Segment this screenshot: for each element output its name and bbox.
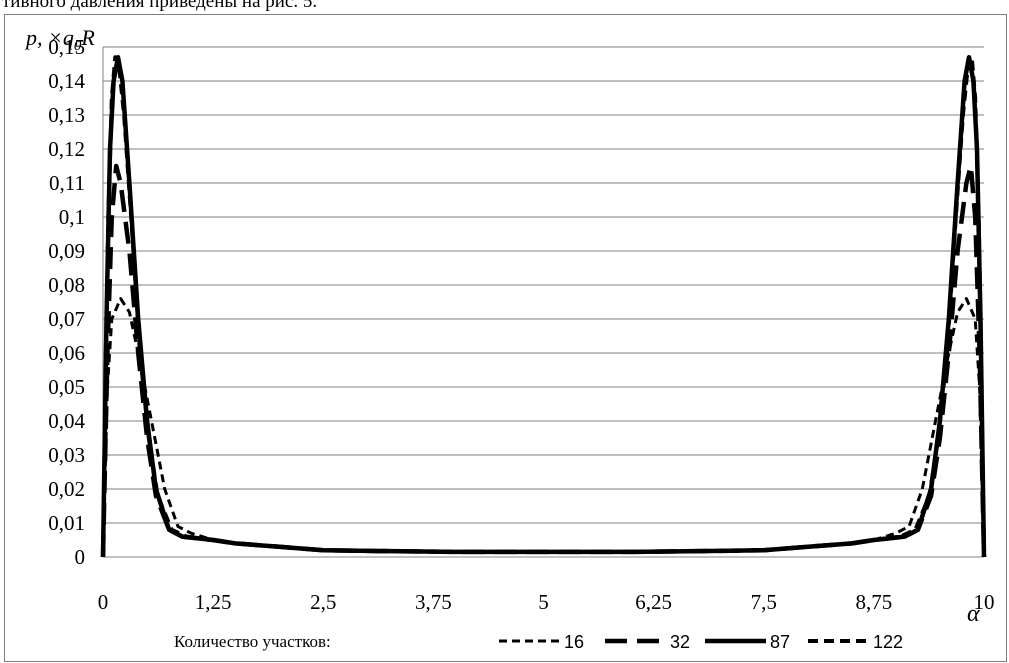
caption-text: тивного давления приведены на рис. 5. <box>2 0 318 12</box>
x-tick-label: 8,75 <box>856 590 893 614</box>
x-tick-label: 1,25 <box>195 590 232 614</box>
y-tick-label: 0,05 <box>48 375 85 399</box>
y-axis-label: p, ×q0R <box>24 25 95 54</box>
y-tick-label: 0,07 <box>48 307 85 331</box>
y-tick-label: 0,14 <box>48 69 85 93</box>
y-tick-label: 0 <box>75 545 86 569</box>
series-line-122 <box>101 55 986 558</box>
chart-frame <box>4 14 1007 662</box>
legend-title: Количество участков: <box>174 632 331 651</box>
legend-label: 87 <box>770 632 790 652</box>
series-line-32 <box>100 163 987 558</box>
x-tick-label: 0 <box>98 590 109 614</box>
x-tick-label: 6,25 <box>635 590 672 614</box>
x-tick-label: 5 <box>538 590 549 614</box>
series-line-87 <box>100 54 987 558</box>
y-tick-label: 0,06 <box>48 341 85 365</box>
legend-label: 122 <box>873 632 903 652</box>
x-tick-label: 3,75 <box>415 590 452 614</box>
x-tick-label: 10 <box>974 590 995 614</box>
y-tick-label: 0,03 <box>48 443 85 467</box>
y-tick-label: 0,15 <box>48 35 85 59</box>
y-tick-label: 0,04 <box>48 409 85 433</box>
x-axis-label: α <box>967 601 980 627</box>
y-tick-label: 0,01 <box>48 511 85 535</box>
series-line-16 <box>101 297 986 558</box>
y-tick-label: 0,13 <box>48 103 85 127</box>
y-tick-label: 0,12 <box>48 137 85 161</box>
y-tick-label: 0,08 <box>48 273 85 297</box>
legend-label: 32 <box>670 632 690 652</box>
y-tick-label: 0,09 <box>48 239 85 263</box>
legend-label: 16 <box>564 632 584 652</box>
y-tick-label: 0,1 <box>59 205 85 229</box>
x-tick-label: 7,5 <box>751 590 777 614</box>
x-tick-label: 2,5 <box>310 590 336 614</box>
y-tick-label: 0,11 <box>49 171 85 195</box>
y-tick-label: 0,02 <box>48 477 85 501</box>
